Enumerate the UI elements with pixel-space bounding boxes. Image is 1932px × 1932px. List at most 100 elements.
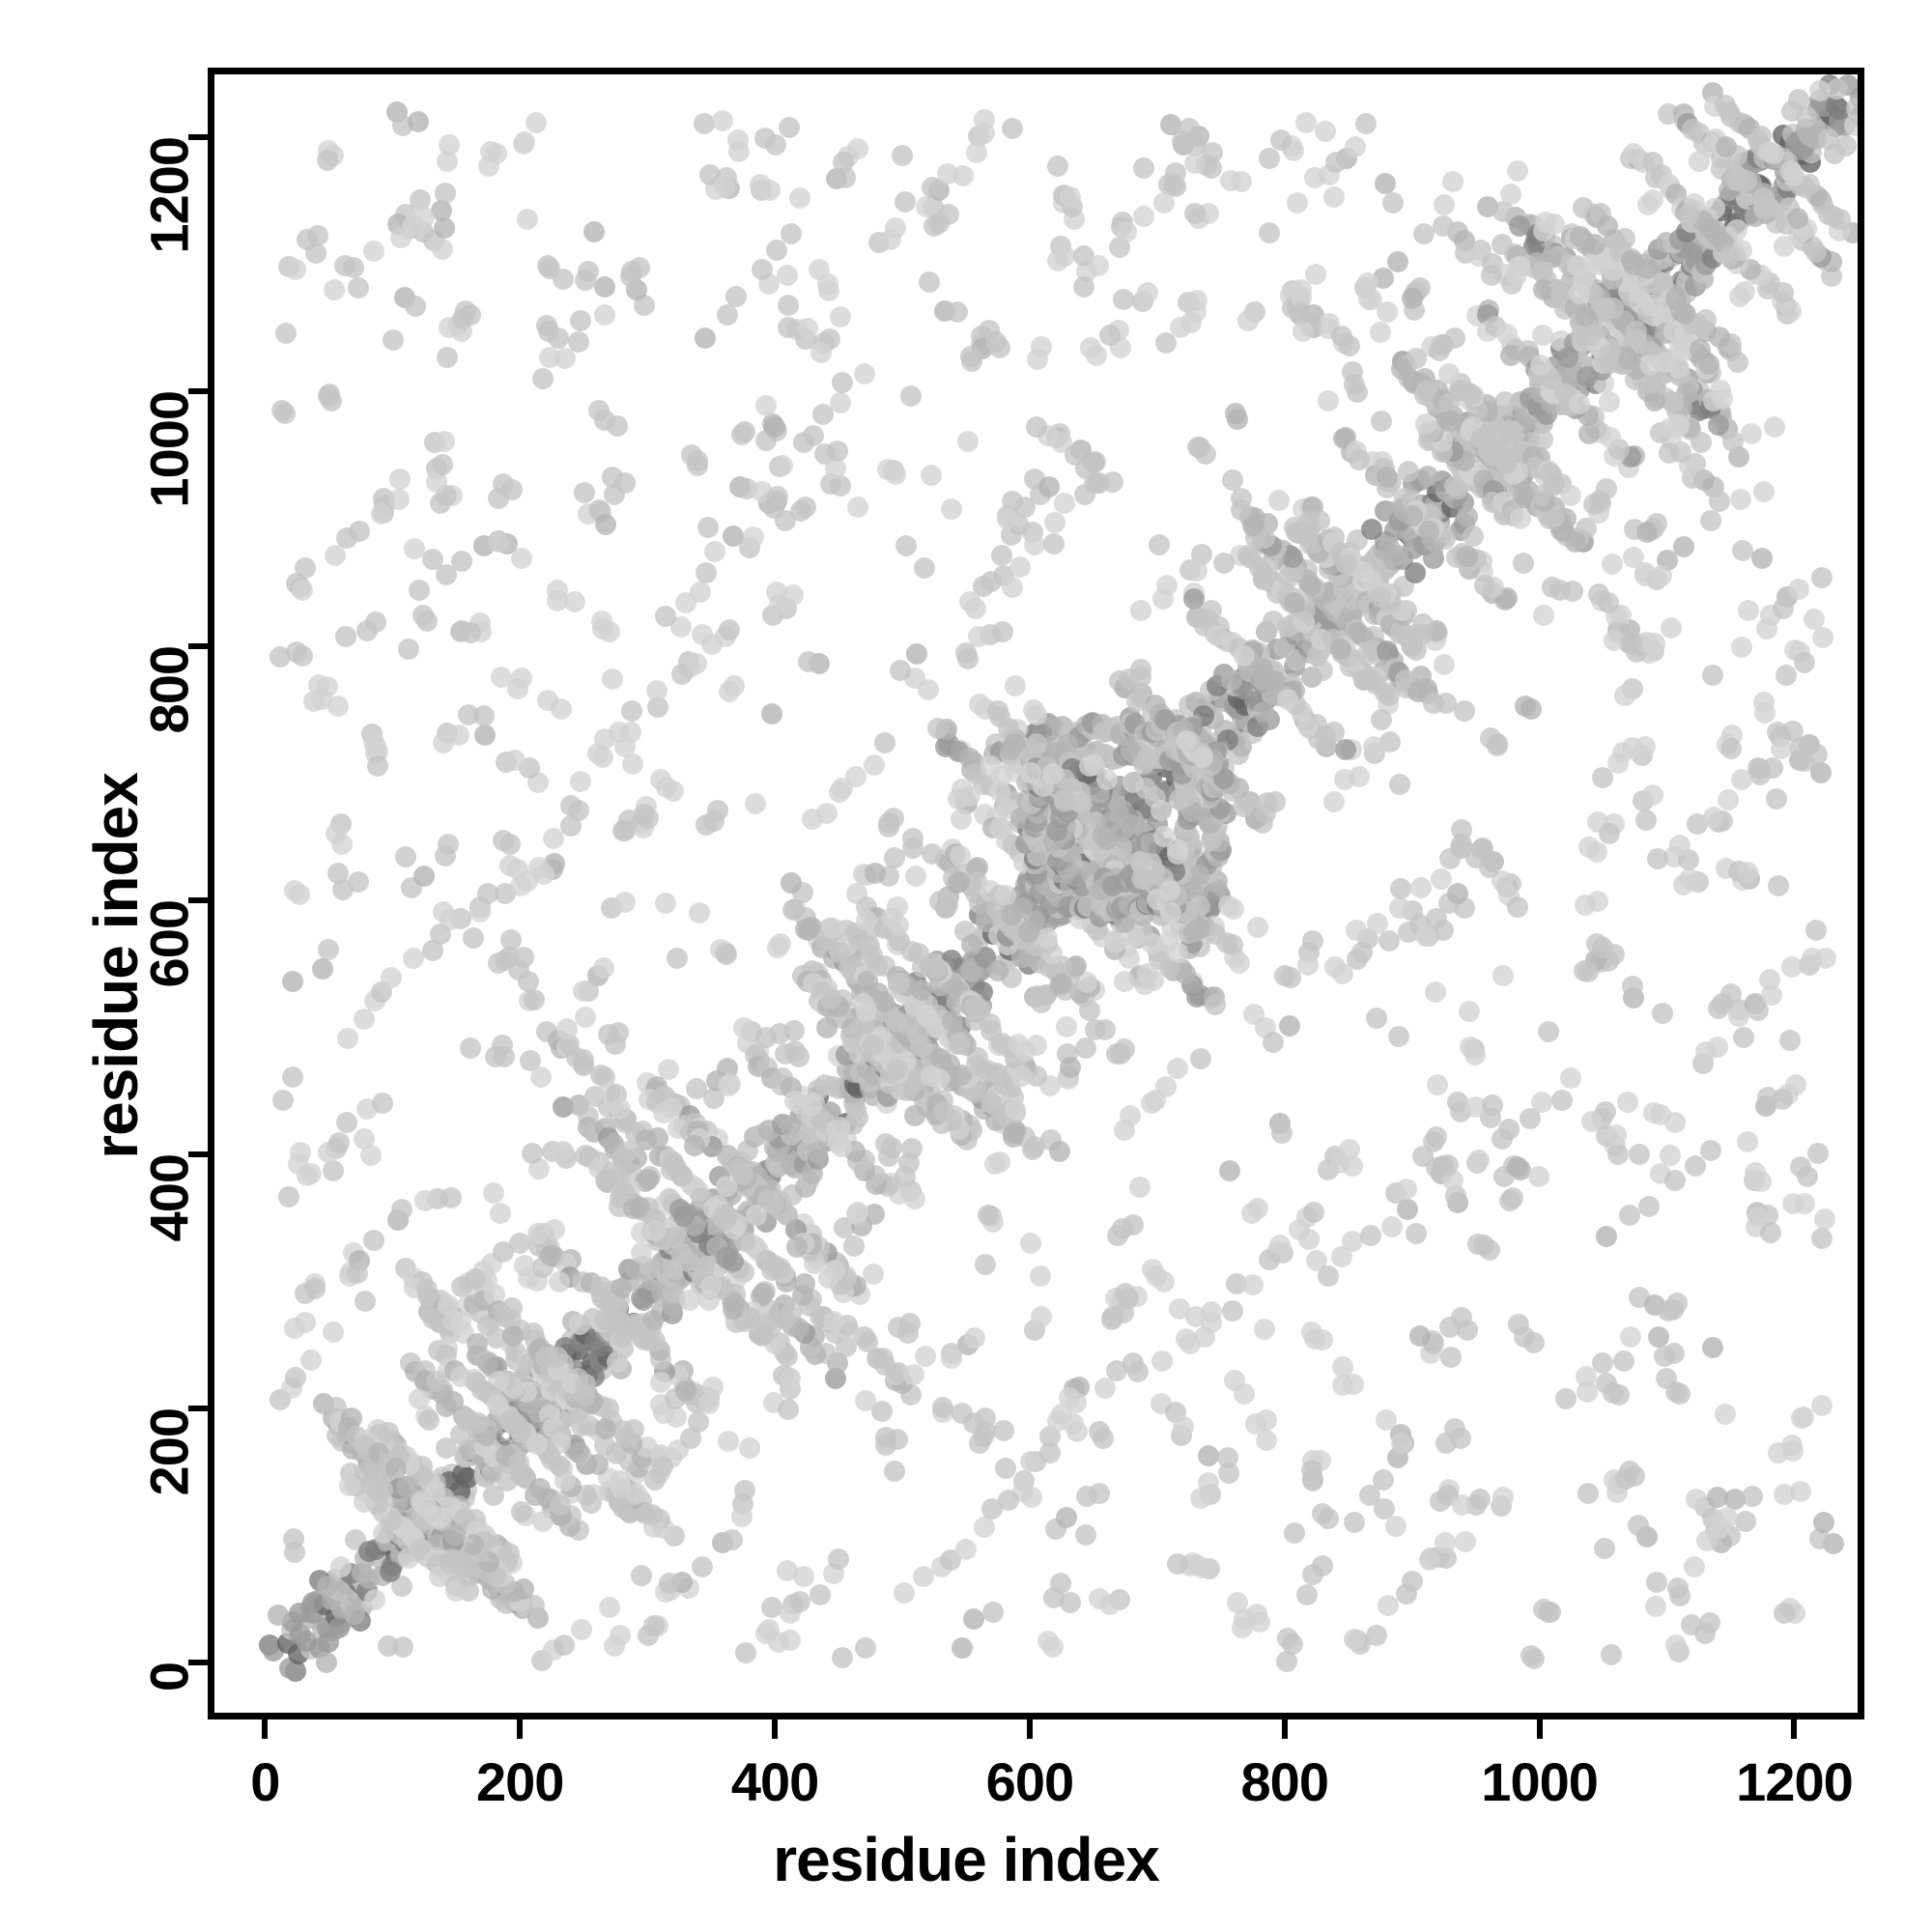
scatter-point — [1441, 170, 1463, 192]
scatter-point — [1074, 1037, 1096, 1060]
scatter-point — [1141, 932, 1163, 954]
scatter-point — [1159, 901, 1181, 923]
scatter-point — [1150, 799, 1172, 821]
scatter-point — [501, 1325, 524, 1348]
scatter-point — [1406, 1223, 1428, 1245]
scatter-point — [1613, 685, 1635, 707]
scatter-point — [412, 866, 435, 888]
scatter-point — [500, 1297, 523, 1320]
scatter-point — [550, 1493, 572, 1516]
scatter-point — [1047, 250, 1069, 272]
scatter-point — [765, 239, 787, 261]
scatter-point — [1073, 276, 1095, 298]
scatter-point — [1697, 354, 1719, 376]
scatter-point — [902, 1363, 924, 1385]
scatter-point — [1206, 625, 1228, 647]
scatter-point — [1601, 553, 1623, 575]
scatter-point — [1101, 1305, 1123, 1327]
scatter-point — [1527, 1165, 1549, 1187]
scatter-point — [1258, 221, 1280, 243]
scatter-point — [744, 792, 766, 814]
scatter-point — [482, 1182, 504, 1205]
scatter-point — [1641, 784, 1663, 807]
scatter-point — [887, 914, 909, 936]
scatter-point — [697, 517, 720, 539]
scatter-point — [1572, 269, 1594, 291]
scatter-point — [1780, 300, 1803, 323]
scatter-point — [1322, 722, 1345, 744]
scatter-point — [751, 259, 773, 281]
scatter-point — [988, 336, 1010, 358]
scatter-point — [363, 1589, 385, 1611]
scatter-point — [940, 498, 962, 521]
scatter-point — [1412, 223, 1435, 245]
scatter-point — [1156, 574, 1179, 596]
scatter-point — [488, 487, 510, 509]
scatter-point — [1512, 552, 1534, 574]
scatter-point — [956, 431, 979, 453]
scatter-point — [1271, 1122, 1293, 1145]
scatter-point — [1244, 1412, 1266, 1435]
scatter-point — [806, 1142, 828, 1164]
scatter-point — [365, 735, 387, 757]
scatter-point — [1599, 390, 1621, 412]
scatter-points-layer — [214, 74, 1858, 1713]
scatter-point — [543, 1218, 565, 1240]
scatter-point — [344, 1603, 365, 1625]
scatter-point — [1737, 599, 1759, 621]
scatter-point — [666, 1406, 687, 1429]
scatter-point — [1386, 250, 1408, 272]
scatter-point — [1377, 466, 1399, 488]
scatter-point — [1176, 729, 1198, 752]
scatter-point — [1056, 1016, 1078, 1038]
scatter-point — [1659, 417, 1681, 440]
scatter-point — [882, 808, 904, 830]
scatter-point — [1005, 675, 1027, 697]
scatter-point — [1637, 1195, 1660, 1217]
scatter-point — [316, 150, 338, 172]
scatter-point — [1200, 599, 1222, 621]
scatter-point — [722, 1528, 744, 1550]
scatter-point — [1007, 1034, 1029, 1056]
scatter-point — [1088, 1588, 1110, 1610]
scatter-point — [320, 390, 342, 412]
scatter-point — [1794, 652, 1816, 674]
scatter-point — [1002, 118, 1024, 140]
scatter-point — [1218, 1159, 1240, 1181]
scatter-point — [1402, 504, 1424, 526]
scatter-point — [1358, 1485, 1380, 1507]
scatter-point — [431, 238, 453, 260]
scatter-point — [1651, 565, 1673, 587]
scatter-point — [730, 1505, 753, 1527]
scatter-point — [573, 1385, 595, 1407]
scatter-point — [433, 732, 455, 754]
scatter-point — [988, 1151, 1010, 1173]
scatter-point — [516, 209, 538, 231]
scatter-point — [274, 323, 297, 345]
scatter-point — [1430, 1490, 1452, 1512]
scatter-point — [988, 780, 1010, 802]
scatter-point — [489, 1203, 511, 1225]
scatter-point — [355, 620, 378, 642]
scatter-point — [951, 1636, 973, 1659]
scatter-point — [987, 960, 1009, 981]
scatter-point — [609, 1625, 631, 1647]
scatter-point — [1666, 1292, 1689, 1314]
scatter-point — [462, 926, 484, 949]
scatter-point — [1779, 1030, 1802, 1052]
scatter-point — [712, 109, 734, 131]
scatter-point — [1806, 743, 1829, 765]
scatter-point — [1424, 980, 1446, 1003]
scatter-point — [1606, 1143, 1629, 1165]
scatter-point — [1025, 415, 1047, 438]
scatter-point — [1533, 605, 1555, 627]
scatter-point — [765, 1258, 787, 1280]
scatter-point — [904, 866, 926, 888]
scatter-point — [1509, 507, 1531, 529]
scatter-point — [567, 1442, 589, 1464]
scatter-point — [311, 957, 333, 980]
scatter-point — [895, 535, 917, 556]
scatter-point — [633, 804, 655, 826]
scatter-point — [408, 110, 430, 132]
